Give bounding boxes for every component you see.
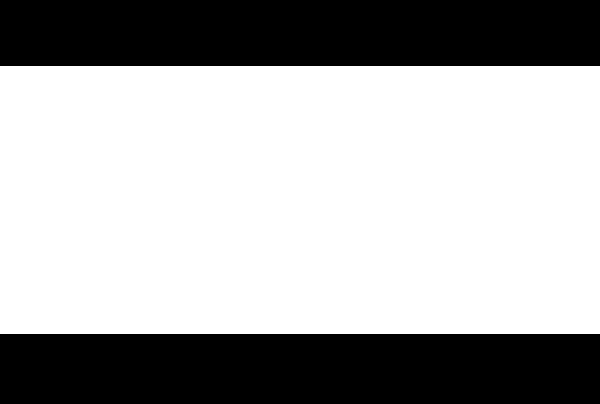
- figure-panel-background: [0, 66, 600, 334]
